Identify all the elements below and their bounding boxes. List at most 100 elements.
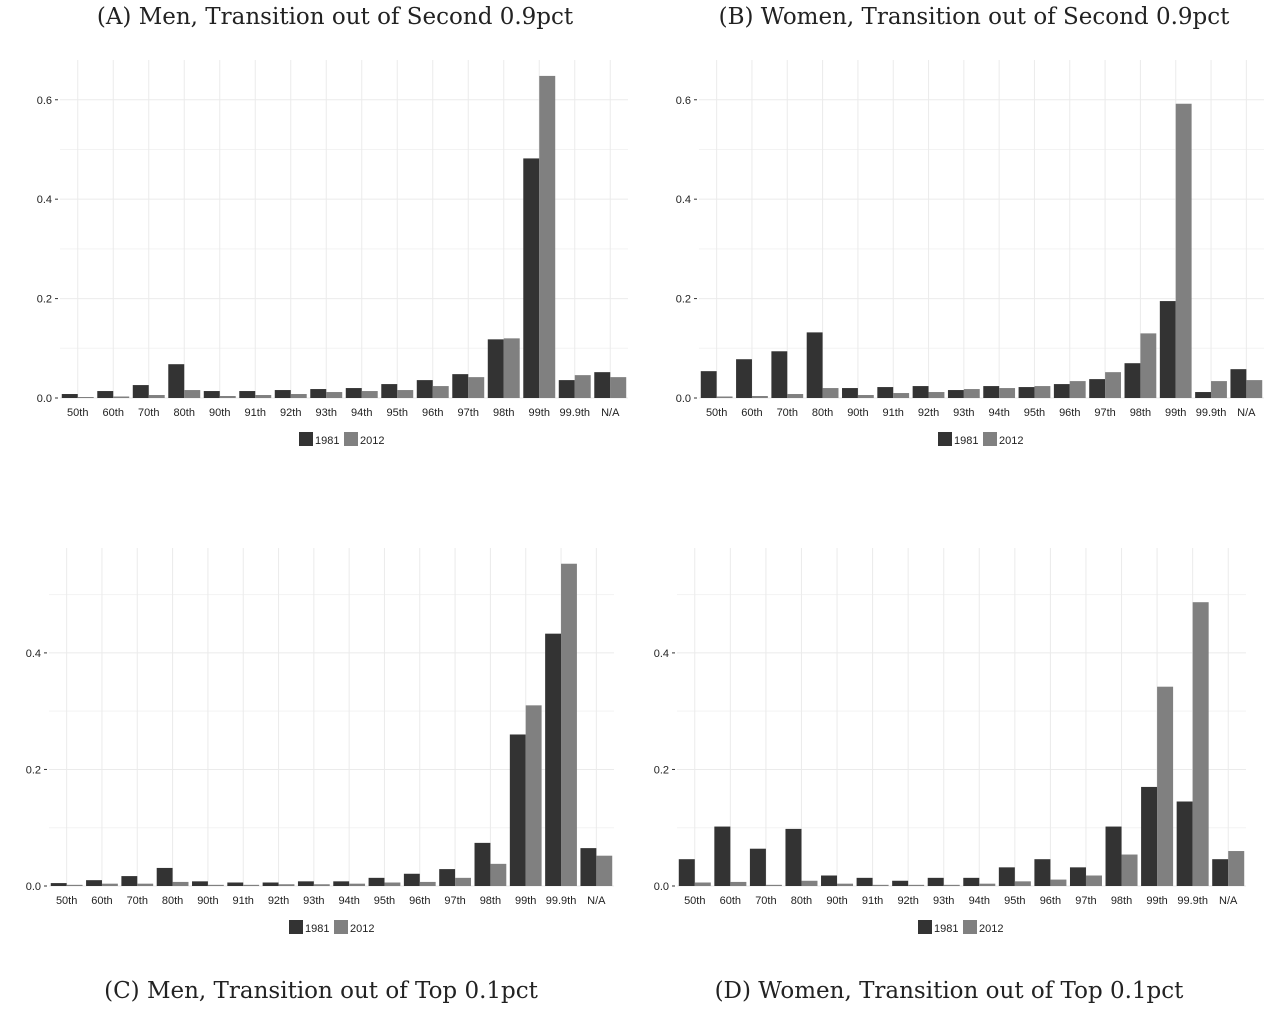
bar-1981-92th [892, 880, 909, 886]
x-tick-label: 96th [1040, 895, 1061, 907]
bar-1981-92th [912, 386, 929, 398]
x-tick-label: 70th [138, 407, 159, 419]
x-tick-label: 91th [862, 895, 883, 907]
bar-1981-94th [345, 388, 362, 398]
x-tick-label: 96th [1059, 407, 1080, 419]
bar-1981-50th [50, 883, 67, 886]
bar-1981-60th [86, 880, 102, 886]
bar-1981-95th [381, 384, 398, 398]
bar-2012-70th [787, 394, 804, 398]
x-tick-label: 70th [127, 895, 148, 907]
x-tick-label: 70th [755, 895, 776, 907]
chart-c-svg: 0.0 0.2 0.4 50th 60th 70th 80th 90th 91th 92th 93t… [26, 548, 614, 935]
x-tick-label: 80th [174, 407, 195, 419]
bar-2012-96th [432, 386, 449, 398]
bar-2012-98th [490, 863, 507, 886]
bar-2012-N/A [610, 377, 627, 398]
legend-label-1981: 1981 [315, 435, 339, 447]
y-tick-label: 0.6 [676, 95, 691, 107]
bar-1981-80th [156, 867, 173, 886]
bar-2012-91th [255, 395, 272, 398]
bar-2012-97th [455, 877, 471, 886]
x-tick-label: N/A [1219, 895, 1238, 907]
caption-d: (D) Women, Transition out of Top 0.1pct [714, 978, 1184, 1004]
bar-2012-92th [928, 392, 945, 398]
bar-2012-50th [694, 882, 711, 886]
x-tick-label: 97th [1094, 407, 1115, 419]
bar-2012-99.9th [561, 563, 577, 886]
bar-2012-96th [1050, 879, 1067, 886]
bar-1981-91th [877, 387, 894, 398]
x-tick-label: 99th [1146, 895, 1167, 907]
x-tick-label: 99th [529, 407, 550, 419]
legend: 1981 2012 [918, 920, 1003, 935]
bar-1981-99th [1141, 786, 1158, 886]
chart-d-svg: 0.0 0.2 0.4 50th 60th 70th 80th 90th 91th 92th 93t… [654, 548, 1246, 935]
x-tick-label: 50th [684, 895, 705, 907]
x-tick-label: 96th [422, 407, 443, 419]
x-tick-label: 92th [268, 895, 289, 907]
caption-a: (A) Men, Transition out of Second 0.9pct [96, 4, 574, 30]
bar-1981-98th [1124, 363, 1141, 398]
bar-2012-80th [822, 388, 839, 398]
x-tick-label: 93th [953, 407, 974, 419]
x-tick-label: 94th [969, 895, 990, 907]
bar-2012-94th [999, 388, 1016, 398]
bar-2012-90th [857, 395, 874, 398]
x-tick-label: 80th [791, 895, 812, 907]
legend-swatch-2012 [334, 920, 348, 934]
x-tick-label: 93th [316, 407, 337, 419]
bar-1981-96th [403, 873, 420, 886]
bar-1981-98th [474, 842, 491, 886]
x-tick-label: 98th [493, 407, 514, 419]
y-tick-label: 0.2 [26, 764, 41, 776]
bar-2012-93th [963, 389, 980, 398]
y-tick-label: 0.4 [37, 194, 52, 206]
legend-swatch-1981 [299, 432, 313, 446]
x-tick-label: 95th [387, 407, 408, 419]
x-tick-label: 93th [303, 895, 324, 907]
y-tick-label: 0.0 [676, 393, 691, 405]
bar-2012-93th [943, 884, 960, 886]
caption-c: (C) Men, Transition out of Top 0.1pct [104, 978, 538, 1004]
bar-1981-N/A [1230, 369, 1247, 398]
x-tick-label: 99.9th [1177, 895, 1208, 907]
x-tick-label: 99.9th [559, 407, 590, 419]
chart-a-svg: 0.0 0.2 0.4 0.6 50th 60th 70th 80th 90th 91th 92th… [37, 60, 628, 447]
x-tick-label: 92th [897, 895, 918, 907]
bar-1981-95th [1018, 387, 1035, 398]
bar-2012-97th [1085, 875, 1102, 886]
bar-2012-95th [1034, 386, 1051, 398]
bar-1981-93th [927, 877, 944, 886]
bar-1981-99.9th [1195, 392, 1212, 398]
bar-2012-92th [278, 884, 295, 886]
bar-2012-50th [77, 397, 94, 398]
x-tick-label: 95th [374, 895, 395, 907]
x-tick-label: 93th [933, 895, 954, 907]
legend-swatch-1981 [289, 920, 303, 934]
bar-1981-99th [509, 734, 526, 886]
x-tick-label: 60th [720, 895, 741, 907]
x-tick-label: 80th [162, 895, 183, 907]
bar-1981-94th [983, 386, 1000, 398]
bar-1981-90th [192, 881, 208, 886]
bar-2012-99.9th [1192, 602, 1209, 886]
y-tick-label: 0.2 [654, 764, 669, 776]
bar-1981-90th [842, 388, 858, 398]
legend-label-1981: 1981 [934, 923, 958, 935]
bar-2012-70th [137, 883, 154, 886]
x-tick-label: 92th [918, 407, 939, 419]
y-tick-label: 0.2 [37, 294, 52, 306]
bar-1981-99th [1159, 301, 1176, 398]
y-tick-label: 0.2 [676, 294, 691, 306]
bar-2012-60th [751, 396, 768, 398]
bar-1981-N/A [580, 848, 597, 886]
bar-1981-90th [821, 875, 838, 886]
bar-1981-50th [678, 859, 695, 886]
bar-1981-94th [333, 881, 350, 886]
x-tick-label: 60th [741, 407, 762, 419]
bar-1981-60th [736, 359, 752, 398]
bar-1981-N/A [594, 372, 611, 398]
y-tick-label: 0.4 [676, 194, 691, 206]
chart-panel-a: 0.0 0.2 0.4 0.6 50th 60th 70th 80th 90th 91th 92th… [0, 48, 640, 478]
